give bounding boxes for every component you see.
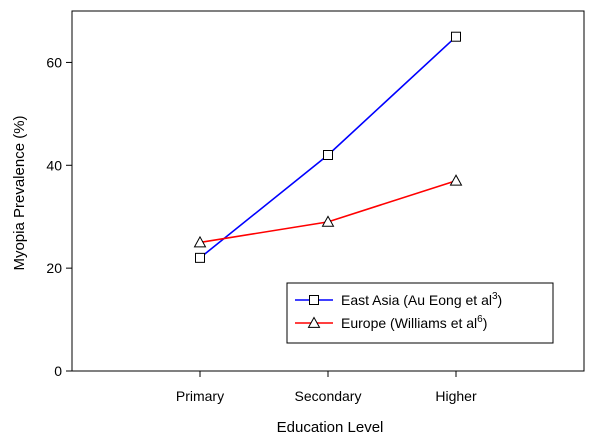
y-tick-label: 0 [54,363,62,379]
legend-label: Europe (Williams et al6) [341,314,487,331]
y-tick-label: 20 [46,260,62,276]
series-2 [193,174,463,248]
y-axis: 0 20 40 60 [46,54,72,379]
y-axis-title: Myopia Prevalence (%) [11,115,28,270]
x-axis-title: Education Level [277,419,384,436]
data-point [321,215,335,227]
data-point [323,150,333,160]
legend-marker [309,295,319,305]
legend-box [286,282,554,344]
legend: East Asia (Au Eong et al3) Europe (Willia… [286,282,554,344]
data-point [451,31,461,42]
legend-item: East Asia (Au Eong et al3) [295,291,502,308]
data-point [195,252,205,263]
series-line [199,179,457,244]
x-tick-label: Primary [176,388,224,404]
legend-label: East Asia (Au Eong et al3) [341,291,502,308]
series-layer [193,31,463,263]
series-1 [195,31,461,263]
y-tick-label: 60 [46,54,62,70]
legend-marker [307,316,321,328]
data-point [193,235,207,248]
y-tick-label: 40 [46,157,62,173]
x-axis: Primary Secondary Higher [176,371,477,404]
x-tick-label: Higher [435,388,477,404]
data-point [449,174,463,186]
legend-item: Europe (Williams et al6) [295,314,487,331]
x-tick-label: Secondary [295,388,362,404]
